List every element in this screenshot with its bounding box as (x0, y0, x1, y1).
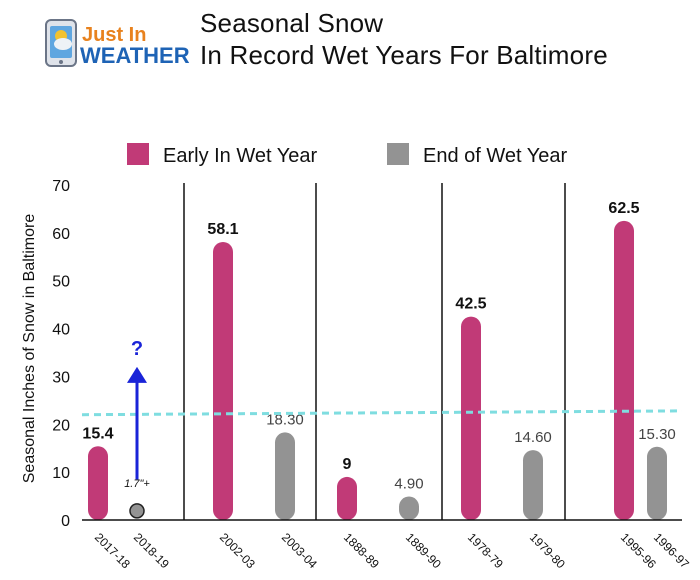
y-tick-label: 20 (52, 417, 70, 434)
reference-line (81, 409, 683, 417)
data-label-2017-18: 15.4 (82, 425, 113, 442)
legend: Early In Wet Year End of Wet Year (127, 143, 568, 167)
logo-line-2: WEATHER (80, 43, 190, 68)
data-label-2002-03: 58.1 (207, 221, 238, 238)
x-tick-label: 2002-03 (217, 530, 258, 571)
bar-1978-79 (461, 316, 481, 520)
legend-swatch-early (127, 143, 149, 165)
just-in-weather-logo: Just In WEATHER (45, 19, 190, 68)
bar-2018-19-dot (129, 503, 145, 519)
data-label-2018-19: 1.7"+ (124, 478, 150, 490)
legend-swatch-end (387, 143, 409, 165)
x-tick-label: 1889-90 (403, 530, 444, 571)
y-tick-label: 70 (52, 178, 70, 195)
bar-1889-90 (399, 496, 419, 520)
legend-label-early: Early In Wet Year (163, 145, 318, 167)
x-tick-label: 1979-80 (527, 530, 568, 571)
cloud-icon (54, 38, 72, 50)
x-tick-label: 1888-89 (341, 530, 382, 571)
y-tick-label: 0 (61, 513, 70, 530)
group-separators (183, 183, 566, 520)
arrow-head-icon (127, 366, 147, 383)
bar-1995-96 (614, 220, 634, 520)
bar-1888-89 (337, 476, 357, 520)
y-axis-label: Seasonal Inches of Snow in Baltimore (21, 214, 38, 484)
bar-1996-97 (647, 446, 667, 520)
bar-2017-18 (88, 446, 108, 520)
chart-title-line-2: In Record Wet Years For Baltimore (200, 40, 608, 70)
x-tick-label: 1978-79 (465, 530, 506, 571)
data-label-2003-04: 18.30 (266, 411, 304, 428)
reference-dashed-line (81, 409, 683, 417)
logo-line-1: Just In (82, 24, 146, 46)
x-tick-label: 2003-04 (279, 530, 320, 571)
bars: 15.4 1.7"+ 58.1 18.30 9 4.90 42.5 14.60 62.5 15.3… (82, 200, 676, 520)
legend-label-end: End of Wet Year (423, 145, 568, 167)
data-label-1889-90: 4.90 (394, 476, 423, 493)
y-tick-label: 50 (52, 274, 70, 291)
y-tick-label: 40 (52, 322, 70, 339)
annotation-question-mark: ? (131, 338, 143, 360)
data-label-1979-80: 14.60 (514, 429, 552, 446)
bar-1979-80 (523, 450, 543, 520)
annotation: ? (127, 338, 147, 480)
y-tick-label: 60 (52, 226, 70, 243)
bar-2003-04 (275, 432, 295, 520)
y-axis: 0 10 20 30 40 50 60 70 (52, 178, 70, 530)
chart-title-line-1: Seasonal Snow (200, 8, 384, 38)
x-tick-label: 1995-96 (618, 530, 659, 571)
x-tick-label: 2018-19 (131, 530, 172, 571)
data-label-1888-89: 9 (343, 456, 352, 473)
y-tick-label: 30 (52, 369, 70, 386)
data-label-1978-79: 42.5 (455, 296, 486, 313)
x-tick-label: 2017-18 (92, 530, 133, 571)
x-tick-label: 1996-97 (651, 530, 692, 571)
bar-2002-03 (213, 241, 233, 520)
data-label-1995-96: 62.5 (608, 200, 639, 217)
data-label-1996-97: 15.30 (638, 426, 676, 443)
y-tick-label: 10 (52, 465, 70, 482)
